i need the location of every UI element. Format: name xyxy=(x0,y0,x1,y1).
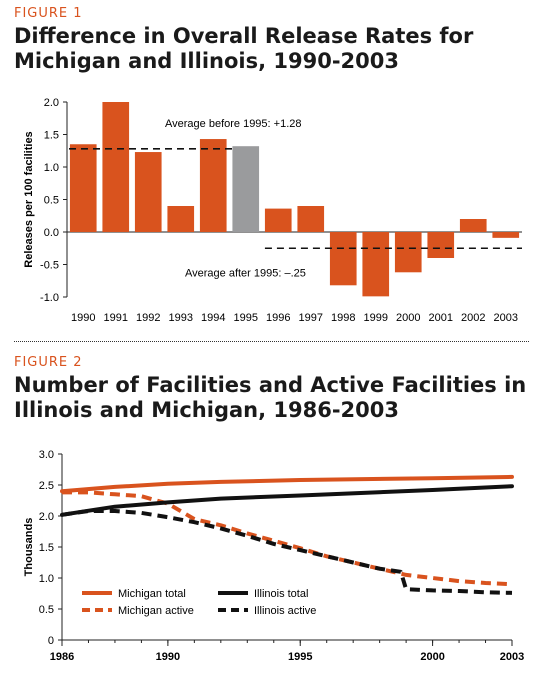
x-tick-label: 1995 xyxy=(288,651,312,663)
legend-label: Illinois active xyxy=(254,605,316,617)
reference-label-1: Average before 1995: +1.28 xyxy=(165,118,302,130)
x-tick-label: 1986 xyxy=(50,651,74,663)
y-tick-label: 1.0 xyxy=(39,573,54,585)
x-tick-label: 1990 xyxy=(71,312,95,324)
y-tick-label: 2.0 xyxy=(44,97,59,109)
bar-1995 xyxy=(232,146,260,232)
legend-label: Michigan total xyxy=(118,588,186,600)
y-tick-label: -0.5 xyxy=(40,260,59,272)
reference-label-2: Average after 1995: –.25 xyxy=(185,267,306,279)
x-tick-label: 1991 xyxy=(104,312,128,324)
x-tick-label: 1995 xyxy=(234,312,258,324)
x-tick-label: 2000 xyxy=(420,651,444,663)
reference-label-bg-1 xyxy=(162,115,294,131)
figure-divider xyxy=(14,341,529,342)
y-tick-label: 1.5 xyxy=(44,130,59,142)
figure-2-label: FIGURE 2 xyxy=(14,355,83,370)
x-tick-label: 2001 xyxy=(429,312,453,324)
y-tick-label: 0.5 xyxy=(39,604,54,616)
bar-2002 xyxy=(459,219,487,232)
y-tick-label: -1.0 xyxy=(40,292,59,304)
x-tick-label: 2003 xyxy=(500,651,524,663)
x-tick-label: 1993 xyxy=(169,312,193,324)
figure-1-label: FIGURE 1 xyxy=(14,6,83,21)
bar-1990 xyxy=(69,144,97,232)
y-tick-label: 0.0 xyxy=(44,227,59,239)
x-tick-label: 2000 xyxy=(396,312,420,324)
x-tick-label: 1999 xyxy=(364,312,388,324)
y-tick-label: 1.0 xyxy=(44,162,59,174)
figure-1-title: Difference in Overall Release Rates for … xyxy=(14,24,534,74)
bar-1996 xyxy=(264,208,292,232)
y-tick-label: 0 xyxy=(48,635,54,647)
x-tick-label: 1996 xyxy=(266,312,290,324)
x-tick-label: 1994 xyxy=(201,312,225,324)
series-line-michigan-active xyxy=(62,490,513,587)
bar-1993 xyxy=(167,206,195,232)
series-line-michigan-total xyxy=(60,474,514,494)
figure-2-title-line-1: Number of Facilities and Active Faciliti… xyxy=(14,373,527,397)
figure-2-title: Number of Facilities and Active Faciliti… xyxy=(14,373,534,423)
y-tick-label: 2.0 xyxy=(39,511,54,523)
figure-1-title-line-2: Michigan and Illinois, 1990-2003 xyxy=(14,49,400,73)
reference-label-bg-2 xyxy=(182,265,314,281)
y-tick-label: 3.0 xyxy=(39,449,54,461)
bar-1997 xyxy=(297,206,325,232)
facilities-line-chart: 3.0 2.5 2.0 1.5 1.0 0.5 0 1986 1990 1995 2000 2003 T… xyxy=(23,449,524,663)
series-line-illinois-active xyxy=(61,509,513,595)
x-tick-label: 1990 xyxy=(156,651,180,663)
y-axis-title: Thousands xyxy=(23,518,35,577)
bar-1992 xyxy=(134,152,162,232)
bar-2003 xyxy=(492,232,520,238)
figure-1-title-line-1: Difference in Overall Release Rates for xyxy=(14,24,474,48)
x-tick-label: 1998 xyxy=(331,312,355,324)
bar-1998 xyxy=(329,232,357,286)
legend-label: Illinois total xyxy=(254,588,308,600)
x-tick-label: 2003 xyxy=(494,312,518,324)
figure-2-title-line-2: Illinois and Michigan, 1986-2003 xyxy=(14,398,400,422)
y-axis-title: Releases per 100 facilities xyxy=(23,131,35,267)
bar-1994 xyxy=(199,139,227,232)
y-tick-label: 0.5 xyxy=(44,195,59,207)
x-tick-label: 2002 xyxy=(461,312,485,324)
legend-label: Michigan active xyxy=(118,605,194,617)
bar-2001 xyxy=(427,232,455,258)
bar-2000 xyxy=(394,232,422,273)
series-line-illinois-total xyxy=(60,484,514,517)
x-tick-label: 1992 xyxy=(136,312,160,324)
y-tick-label: 1.5 xyxy=(39,542,54,554)
x-tick-label: 1997 xyxy=(299,312,323,324)
bar-1991 xyxy=(102,102,130,232)
bar-1999 xyxy=(362,232,390,297)
y-tick-label: 2.5 xyxy=(39,480,54,492)
release-rate-bar-chart: 2.0 1.5 1.0 0.5 0.0 -0.5 -1.0 1990 1991 1992 1993 1… xyxy=(23,97,522,324)
